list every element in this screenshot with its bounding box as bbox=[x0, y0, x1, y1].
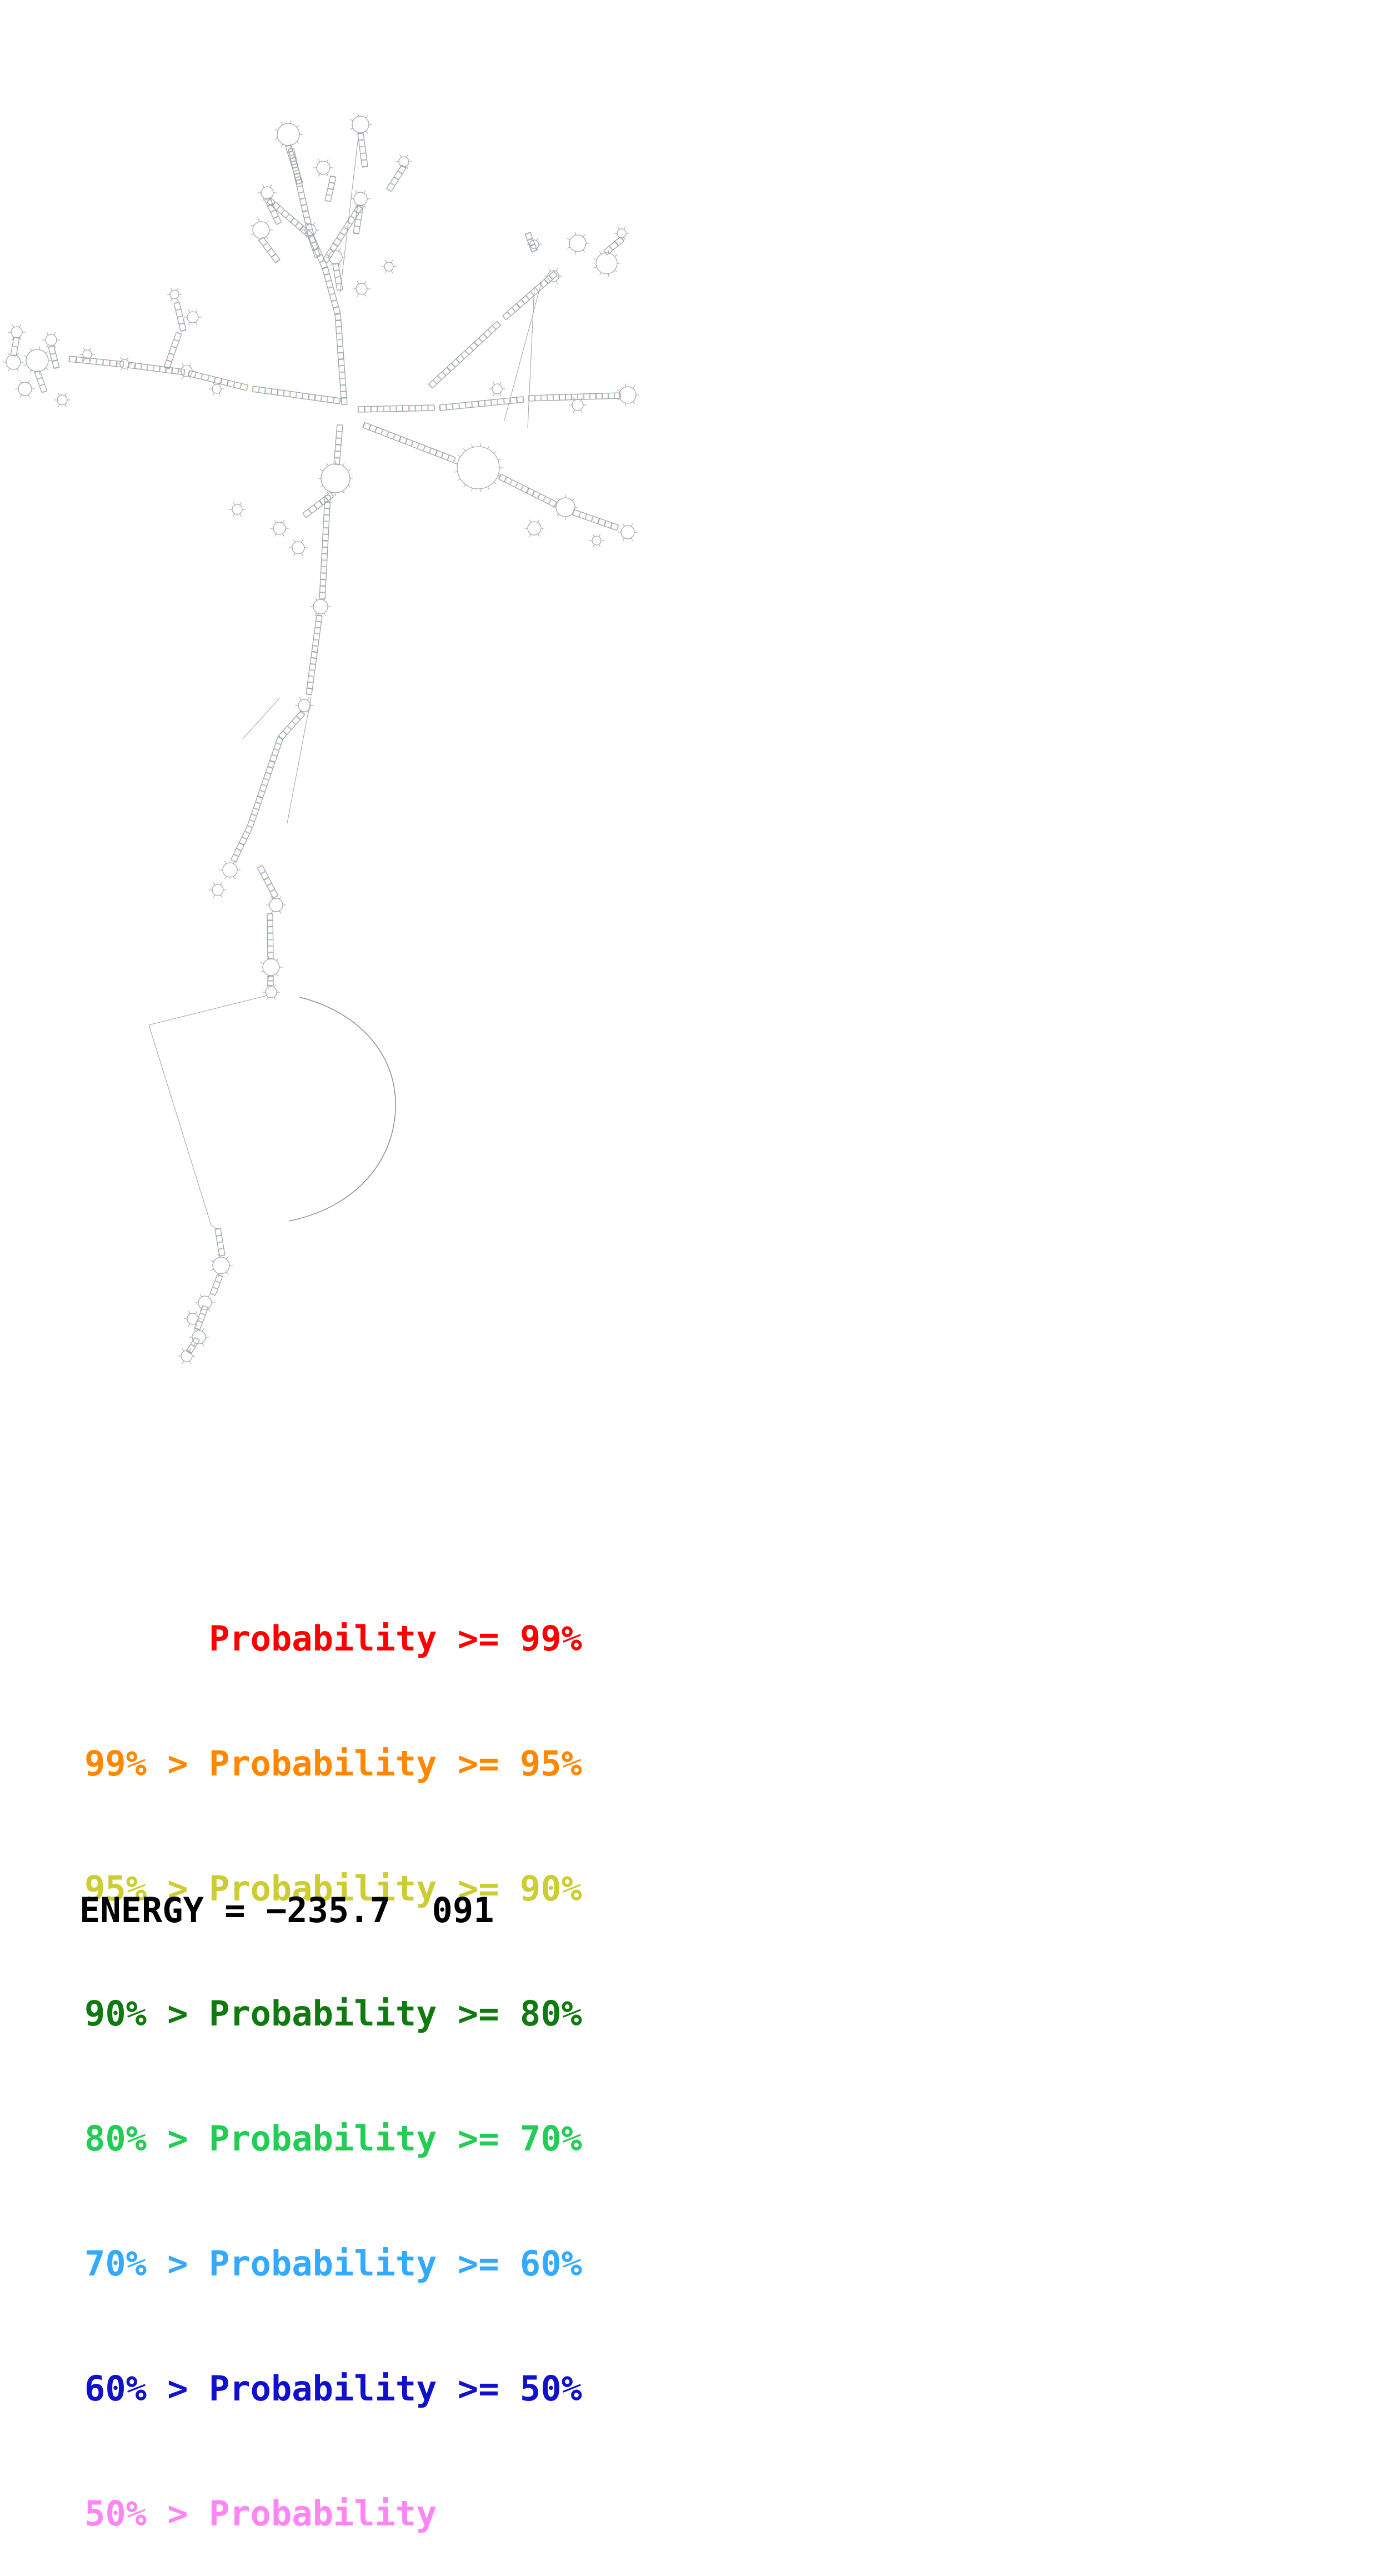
legend-entry: 60% > Probability >= 50% bbox=[84, 2368, 582, 2409]
legend-entry: 90% > Probability >= 80% bbox=[84, 1993, 582, 2034]
rna-structure-diagram bbox=[0, 0, 1377, 1444]
legend-entry: 99% > Probability >= 95% bbox=[84, 1743, 582, 1784]
legend-entry: 50% > Probability bbox=[84, 2493, 582, 2534]
legend-entry: Probability >= 99% bbox=[84, 1618, 582, 1659]
energy-label: ENERGY = −235.7 091 bbox=[79, 1890, 494, 1930]
probability-legend: Probability >= 99% 99% > Probability >= … bbox=[84, 1534, 582, 2576]
legend-entry: 70% > Probability >= 60% bbox=[84, 2243, 582, 2284]
legend-entry: 80% > Probability >= 70% bbox=[84, 2118, 582, 2159]
